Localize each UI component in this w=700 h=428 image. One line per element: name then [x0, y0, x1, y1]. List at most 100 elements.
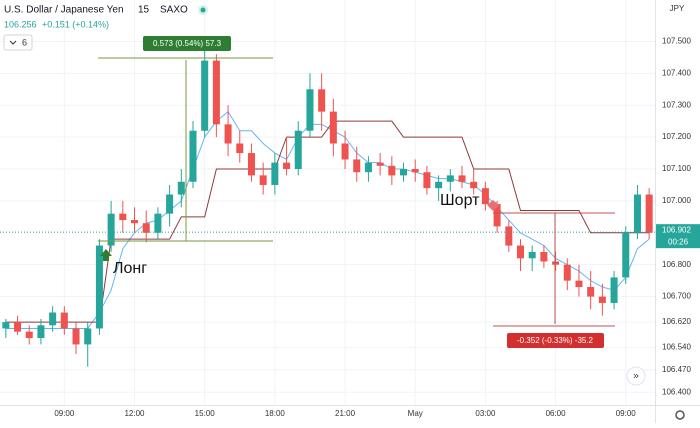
- short-label: Шорт: [440, 192, 480, 209]
- candle-body: [37, 325, 45, 339]
- status-dot: [200, 7, 206, 13]
- candle-body: [14, 322, 22, 332]
- candle-body: [388, 165, 396, 176]
- indicator-toggle[interactable]: [3, 34, 33, 51]
- x-tick-label: May: [408, 409, 423, 418]
- candle-body: [224, 124, 232, 144]
- candle-body: [72, 328, 80, 345]
- candle-body: [505, 226, 513, 246]
- y-tick-label: 106.620: [662, 317, 691, 326]
- y-tick-label: 106.540: [662, 343, 691, 352]
- candle-body: [60, 312, 68, 329]
- candle-body: [552, 261, 560, 265]
- candle-body: [481, 188, 489, 205]
- candle-body: [493, 204, 501, 227]
- candle-body: [446, 175, 454, 182]
- candle-body: [119, 213, 127, 221]
- candle-body: [201, 60, 209, 131]
- candle-body: [598, 296, 606, 303]
- marks: [2, 47, 653, 367]
- candle-body: [2, 322, 10, 329]
- grid: [0, 0, 655, 405]
- y-tick-label: 107.200: [662, 132, 691, 141]
- candle-body: [212, 60, 220, 125]
- candle-body: [400, 169, 408, 176]
- symbol: U.S. Dollar / Japanese Yen: [4, 5, 124, 16]
- x-tick-label: 03:00: [475, 409, 496, 418]
- y-tick-label: 106.800: [662, 260, 691, 269]
- y-tick-label: 107.000: [662, 196, 691, 205]
- candle-body: [645, 194, 653, 233]
- candle-body: [236, 143, 244, 154]
- interval: 15: [138, 5, 150, 16]
- last-price-box: [656, 224, 700, 249]
- change: +0.151 (+0.14%): [42, 19, 109, 29]
- candle-body: [376, 162, 384, 166]
- candle-body: [283, 162, 291, 170]
- candle-body: [633, 194, 641, 233]
- countdown: 00:26: [668, 237, 689, 246]
- y-tick-label: 107.500: [662, 37, 691, 46]
- scroll-button[interactable]: [626, 366, 646, 386]
- x-tick-label: 12:00: [124, 409, 145, 418]
- x-tick-label: 09:00: [54, 409, 75, 418]
- y-tick-label: 107.400: [662, 68, 691, 77]
- candle-body: [25, 331, 33, 339]
- currency: JPY: [670, 4, 685, 13]
- candle-body: [142, 223, 150, 233]
- long-arrow: [100, 249, 112, 261]
- indicator-line: [5, 110, 650, 329]
- candle-body: [259, 175, 267, 185]
- source: SAXO: [160, 5, 188, 16]
- y-tick-label: 106.470: [662, 365, 691, 374]
- x-tick-label: 18:00: [265, 409, 286, 418]
- candle-body: [610, 277, 618, 303]
- candle-body: [49, 312, 57, 326]
- measure-box: [143, 36, 231, 51]
- chevron: [9, 40, 17, 45]
- long-label: Лонг: [113, 260, 147, 277]
- measure-box: [507, 333, 604, 348]
- candle-body: [95, 245, 103, 329]
- candle-body: [563, 264, 571, 281]
- candle-body: [84, 328, 92, 345]
- candle-body: [353, 159, 361, 173]
- candle-body: [341, 143, 349, 160]
- last-price-label: 106.902: [662, 225, 691, 234]
- candle-body: [575, 280, 583, 288]
- candle-body: [587, 287, 595, 297]
- candle-body: [364, 162, 372, 173]
- candle-body: [294, 130, 302, 170]
- candle-body: [318, 89, 326, 112]
- settings-icon[interactable]: [675, 410, 685, 420]
- x-tick-label: 09:00: [616, 409, 637, 418]
- candle-body: [271, 162, 279, 185]
- candle-body: [247, 153, 255, 176]
- measure-text: 0.573 (0.54%) 57.3: [153, 39, 222, 48]
- y-tick-label: 107.100: [662, 164, 691, 173]
- indicator-count: 6: [22, 37, 27, 47]
- candle-body: [154, 213, 162, 233]
- candle-body: [470, 181, 478, 189]
- y-tick-label: 106.700: [662, 292, 691, 301]
- candle-body: [516, 245, 524, 259]
- measure-text: -0.352 (-0.33%) -35.2: [517, 336, 594, 345]
- candle-body: [540, 251, 548, 262]
- candle-body: [528, 251, 536, 259]
- candle-body: [189, 130, 197, 182]
- y-tick-label: 107.300: [662, 100, 691, 109]
- x-tick-label: 15:00: [195, 409, 216, 418]
- y-tick-label: 106.400: [662, 387, 691, 396]
- candle-body: [107, 213, 115, 246]
- price: 106.256: [4, 19, 37, 29]
- candle-body: [435, 181, 443, 189]
- candle-body: [166, 194, 174, 214]
- candle-body: [411, 169, 419, 173]
- x-tick-label: 06:00: [546, 409, 567, 418]
- short-marker: [487, 200, 499, 211]
- candle-body: [622, 232, 630, 278]
- x-tick-label: 21:00: [335, 409, 356, 418]
